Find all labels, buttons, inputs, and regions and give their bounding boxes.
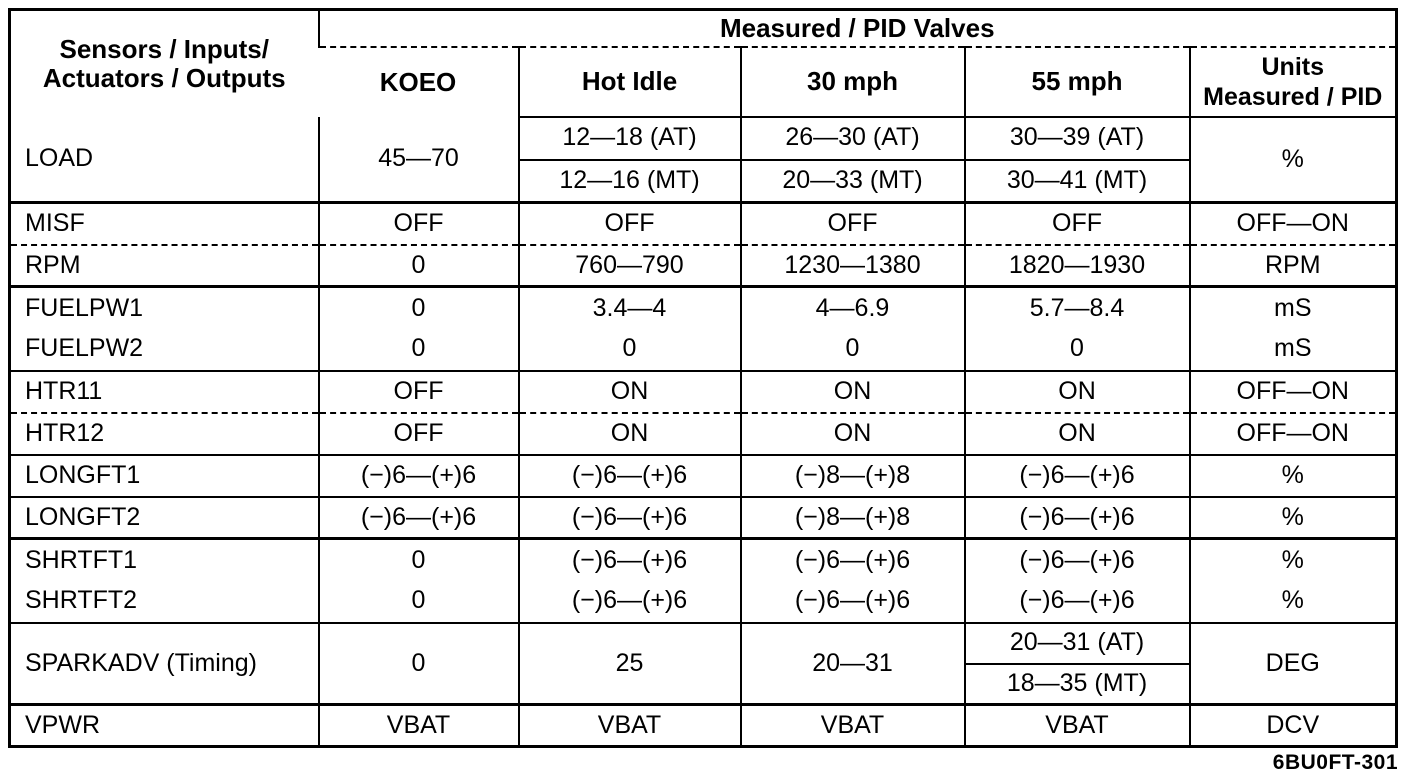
htr12-30mph: ON	[739, 412, 965, 456]
vpwr-koeo: VBAT	[317, 704, 519, 747]
fuelpw1-units: mS	[1188, 286, 1397, 329]
htr11-hot-idle: ON	[517, 370, 741, 414]
vpwr-hot-idle: VBAT	[517, 704, 741, 747]
shrtft2-hot-idle: (−)6—(+)6	[517, 580, 741, 624]
row-label-load: LOAD	[9, 116, 319, 204]
load-55mph-at: 30—39 (AT)	[963, 116, 1190, 161]
htr11-units: OFF—ON	[1188, 370, 1397, 414]
row-label-misf: MISF	[9, 202, 319, 246]
shrtft2-koeo: 0	[317, 580, 519, 624]
misf-hot-idle: OFF	[517, 202, 741, 246]
load-55mph-mt: 30—41 (MT)	[963, 159, 1190, 204]
units-header-line1: Units	[1261, 52, 1325, 81]
shrtft1-units: %	[1188, 538, 1397, 581]
fuelpw2-55mph: 0	[963, 328, 1190, 372]
pid-values-table: Sensors / Inputs/ Actuators / Outputs Me…	[8, 8, 1399, 748]
longft2-units: %	[1188, 496, 1397, 540]
longft2-30mph: (−)8—(+)8	[739, 496, 965, 540]
rpm-koeo: 0	[317, 244, 519, 288]
corner-header-line2: Actuators / Outputs	[42, 62, 286, 93]
row-label-htr12: HTR12	[9, 412, 319, 456]
corner-header-line1: Sensors / Inputs/	[59, 34, 270, 65]
shrtft2-55mph: (−)6—(+)6	[963, 580, 1190, 624]
col-header-koeo: KOEO	[379, 66, 457, 97]
fuelpw2-koeo: 0	[317, 328, 519, 372]
units-header-line2: Measured / PID	[1203, 82, 1383, 111]
misf-units: OFF—ON	[1188, 202, 1397, 246]
sparkadv-55mph-at: 20—31 (AT)	[963, 622, 1190, 665]
fuelpw2-hot-idle: 0	[517, 328, 741, 372]
row-label-longft1: LONGFT1	[9, 454, 319, 498]
vpwr-30mph: VBAT	[739, 704, 965, 747]
load-hot-idle-mt: 12—16 (MT)	[517, 159, 741, 204]
shrtft1-hot-idle: (−)6—(+)6	[517, 538, 741, 581]
htr12-units: OFF—ON	[1188, 412, 1397, 456]
shrtft2-units: %	[1188, 580, 1397, 624]
longft1-hot-idle: (−)6—(+)6	[517, 454, 741, 498]
figure-code: 6BU0FT-301	[1272, 751, 1398, 774]
misf-30mph: OFF	[739, 202, 965, 246]
shrtft2-30mph: (−)6—(+)6	[739, 580, 965, 624]
htr12-hot-idle: ON	[517, 412, 741, 456]
shrtft1-55mph: (−)6—(+)6	[963, 538, 1190, 581]
fuelpw2-units: mS	[1188, 328, 1397, 372]
load-hot-idle-at: 12—18 (AT)	[517, 116, 741, 161]
fuelpw1-koeo: 0	[317, 286, 519, 329]
row-label-shrtft1: SHRTFT1	[25, 545, 138, 574]
rpm-55mph: 1820—1930	[963, 244, 1190, 288]
row-label-fuelpw1: FUELPW1	[25, 293, 144, 322]
sparkadv-30mph: 20—31	[739, 622, 965, 706]
longft1-koeo: (−)6—(+)6	[317, 454, 519, 498]
htr11-55mph: ON	[963, 370, 1190, 414]
misf-koeo: OFF	[317, 202, 519, 246]
htr12-55mph: ON	[963, 412, 1190, 456]
longft1-30mph: (−)8—(+)8	[739, 454, 965, 498]
htr11-30mph: ON	[739, 370, 965, 414]
longft2-hot-idle: (−)6—(+)6	[517, 496, 741, 540]
longft1-55mph: (−)6—(+)6	[963, 454, 1190, 498]
sparkadv-55mph-mt: 18—35 (MT)	[963, 663, 1190, 706]
shrtft1-30mph: (−)6—(+)6	[739, 538, 965, 581]
rpm-30mph: 1230—1380	[739, 244, 965, 288]
row-label-vpwr: VPWR	[25, 710, 100, 739]
load-30mph-at: 26—30 (AT)	[739, 116, 965, 161]
col-header-hot-idle: Hot Idle	[517, 46, 741, 118]
longft2-55mph: (−)6—(+)6	[963, 496, 1190, 540]
vpwr-units: DCV	[1188, 704, 1397, 747]
col-header-units: Units Measured / PID	[1188, 46, 1397, 118]
rpm-units: RPM	[1188, 244, 1397, 288]
shrtft1-koeo: 0	[317, 538, 519, 581]
col-header-55mph: 55 mph	[963, 46, 1190, 118]
row-label-longft2: LONGFT2	[9, 496, 319, 540]
fuelpw1-30mph: 4—6.9	[739, 286, 965, 329]
row-label-rpm: RPM	[9, 244, 319, 288]
misf-55mph: OFF	[963, 202, 1190, 246]
longft2-koeo: (−)6—(+)6	[317, 496, 519, 540]
sparkadv-hot-idle: 25	[517, 622, 741, 706]
fuelpw2-30mph: 0	[739, 328, 965, 372]
row-label-htr11: HTR11	[9, 370, 319, 414]
vpwr-55mph: VBAT	[963, 704, 1190, 747]
fuelpw1-hot-idle: 3.4—4	[517, 286, 741, 329]
span-header: Measured / PID Valves	[317, 9, 1397, 48]
sparkadv-units: DEG	[1188, 622, 1397, 706]
rpm-hot-idle: 760—790	[517, 244, 741, 288]
col-header-30mph: 30 mph	[739, 46, 965, 118]
load-units: %	[1188, 116, 1397, 204]
row-label-sparkadv: SPARKADV (Timing)	[9, 622, 319, 706]
row-label-shrtft2: SHRTFT2	[9, 580, 319, 624]
load-30mph-mt: 20—33 (MT)	[739, 159, 965, 204]
load-koeo: 45—70	[317, 116, 519, 204]
row-label-fuelpw2: FUELPW2	[9, 328, 319, 372]
htr11-koeo: OFF	[317, 370, 519, 414]
fuelpw1-55mph: 5.7—8.4	[963, 286, 1190, 329]
htr12-koeo: OFF	[317, 412, 519, 456]
corner-header: Sensors / Inputs/ Actuators / Outputs	[10, 10, 319, 117]
longft1-units: %	[1188, 454, 1397, 498]
sparkadv-koeo: 0	[317, 622, 519, 706]
